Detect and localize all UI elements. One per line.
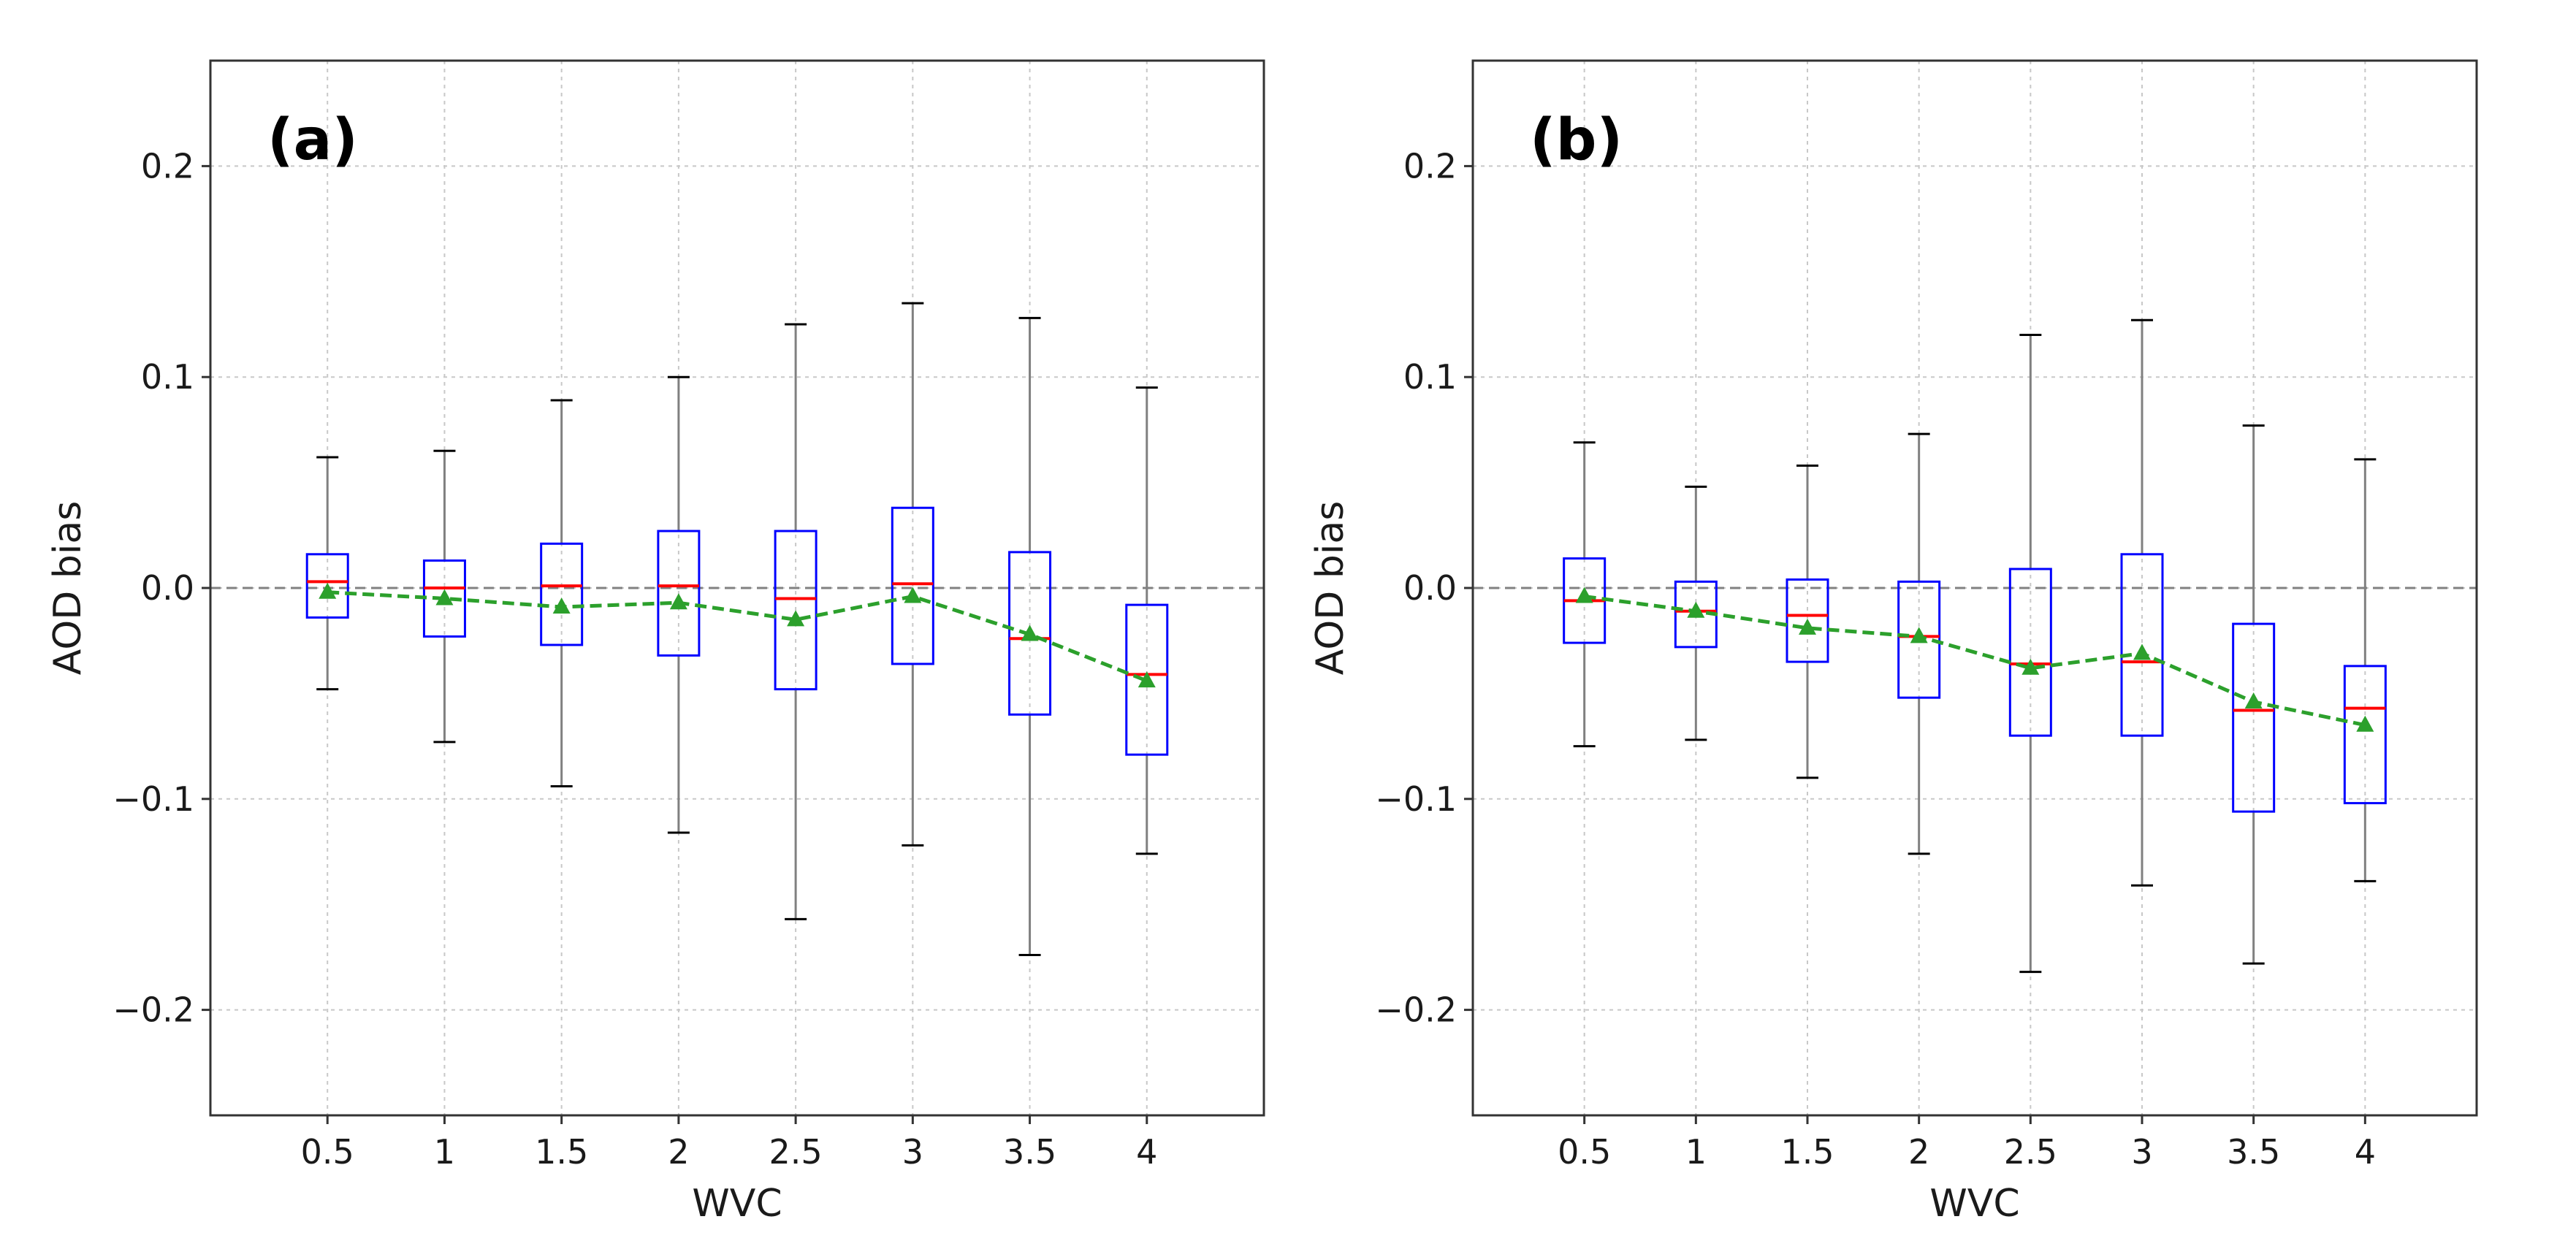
mean-marker — [1687, 601, 1705, 618]
x-tick-label: 1 — [434, 1132, 455, 1172]
mean-trend-line — [327, 590, 1148, 683]
panel-label: (b) — [1530, 107, 1623, 173]
iqr-box — [1786, 578, 1829, 663]
y-tick-label: 0.2 — [141, 146, 194, 186]
mean-marker — [2356, 715, 2374, 732]
mean-marker — [669, 593, 687, 610]
box-0.5 — [1563, 441, 1607, 748]
x-tick-label: 0.5 — [1558, 1132, 1611, 1172]
x-tick-label: 3.5 — [1003, 1132, 1056, 1172]
box-4 — [2343, 458, 2387, 882]
box-3.5 — [1008, 316, 1052, 957]
mean-marker — [1021, 624, 1039, 641]
box-4 — [1125, 386, 1169, 855]
y-tick-label: −0.2 — [1375, 990, 1457, 1030]
mean-marker — [1910, 627, 1928, 643]
box-0.5 — [305, 456, 349, 691]
mean-marker — [2133, 643, 2151, 660]
iqr-box — [891, 506, 934, 665]
iqr-box — [774, 530, 818, 691]
iqr-box — [2343, 665, 2387, 805]
mean-trend-line — [1584, 595, 2366, 727]
iqr-box — [1125, 603, 1169, 756]
x-tick-label: 3 — [902, 1132, 923, 1172]
x-tick-label: 4 — [1136, 1132, 1157, 1172]
x-tick-label: 2 — [668, 1132, 689, 1172]
y-tick-label: 0.0 — [141, 568, 194, 608]
box-3 — [2120, 318, 2164, 887]
x-tick-label: 3 — [2131, 1132, 2152, 1172]
iqr-box — [1897, 580, 1941, 699]
mean-marker — [787, 610, 805, 627]
mean-marker — [319, 582, 337, 599]
iqr-box — [657, 530, 701, 657]
mean-marker — [552, 597, 571, 614]
x-tick-label: 0.5 — [301, 1132, 354, 1172]
box-1.5 — [1786, 464, 1829, 779]
y-axis-label: AOD bias — [1308, 501, 1352, 676]
x-tick-label: 1.5 — [1780, 1132, 1834, 1172]
box-2.5 — [2008, 333, 2052, 974]
box-2 — [657, 375, 701, 834]
panel-a: −0.2 −0.1 0.0 0.1 0.2 0.5 1 1.5 2 2.5 3 3.5 4 WVC AOD … — [46, 59, 1265, 1226]
x-tick-label: 2 — [1908, 1132, 1929, 1172]
x-tick-label: 3.5 — [2227, 1132, 2280, 1172]
mean-marker — [904, 587, 922, 603]
mean-marker — [2021, 658, 2040, 675]
y-axis-label: AOD bias — [46, 501, 90, 676]
iqr-box — [2232, 622, 2276, 813]
iqr-box — [2120, 553, 2164, 737]
box-2 — [1897, 432, 1941, 855]
x-tick-label: 1.5 — [535, 1132, 588, 1172]
mean-marker — [1799, 618, 1816, 635]
box-3.5 — [2232, 424, 2276, 965]
y-tick-label: −0.2 — [113, 990, 194, 1030]
box-3 — [891, 302, 934, 847]
panel-b: −0.2 −0.1 0.0 0.1 0.2 0.5 1 1.5 2 2.5 3 3.5 4 WVC AOD … — [1308, 59, 2478, 1226]
y-tick-label: −0.1 — [1375, 779, 1457, 819]
y-tick-label: −0.1 — [113, 779, 194, 819]
iqr-box — [2008, 568, 2052, 737]
panel-label: (a) — [267, 107, 358, 173]
y-tick-label: 0.1 — [1403, 357, 1457, 397]
iqr-box — [540, 542, 584, 646]
x-axis-label: WVC — [1929, 1182, 2019, 1226]
mean-marker — [435, 589, 454, 606]
x-axis-label: WVC — [692, 1182, 782, 1226]
x-tick-label: 4 — [2355, 1132, 2376, 1172]
y-tick-label: 0.1 — [141, 357, 194, 397]
mean-marker — [1138, 671, 1156, 688]
y-tick-label: 0.2 — [1403, 146, 1457, 186]
iqr-box — [305, 553, 349, 619]
mean-marker — [1575, 587, 1593, 603]
box-1.5 — [540, 399, 584, 787]
x-tick-label: 2.5 — [769, 1132, 823, 1172]
y-tick-label: 0.0 — [1403, 568, 1457, 608]
x-tick-label: 2.5 — [2004, 1132, 2057, 1172]
iqr-box — [1008, 551, 1052, 716]
mean-marker — [2244, 692, 2263, 708]
box-2.5 — [774, 323, 818, 920]
box-1 — [422, 449, 466, 744]
x-tick-label: 1 — [1685, 1132, 1707, 1172]
